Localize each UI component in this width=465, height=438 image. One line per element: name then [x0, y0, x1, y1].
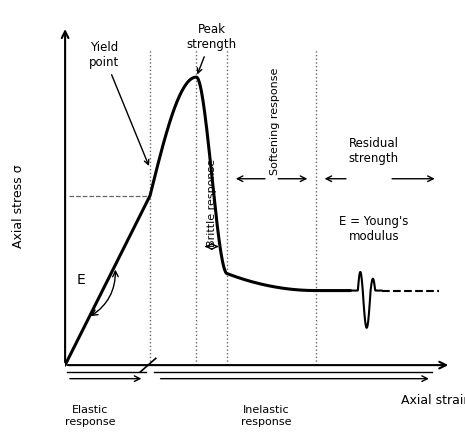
Text: Axial stress σ: Axial stress σ: [12, 164, 25, 247]
Text: Residual
strength: Residual strength: [349, 137, 399, 165]
Text: Inelastic
response: Inelastic response: [240, 405, 291, 427]
Text: Brittle response: Brittle response: [207, 159, 217, 247]
Text: Softening response: Softening response: [271, 67, 280, 175]
Text: E = Young's
modulus: E = Young's modulus: [339, 215, 409, 243]
Text: E: E: [76, 273, 85, 287]
Text: Elastic
response: Elastic response: [65, 405, 115, 427]
Text: Axial strain ε: Axial strain ε: [401, 394, 465, 407]
Text: Yield
point: Yield point: [88, 41, 149, 165]
Text: Peak
strength: Peak strength: [187, 23, 237, 73]
